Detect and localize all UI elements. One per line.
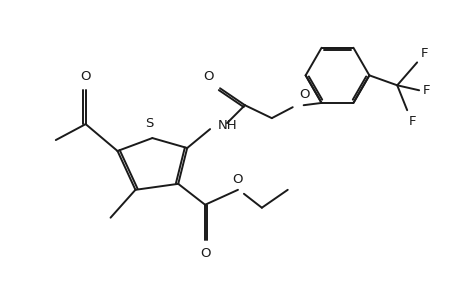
Text: O: O [199,247,210,260]
Text: O: O [203,70,213,83]
Text: NH: NH [218,118,237,132]
Text: O: O [299,88,309,101]
Text: O: O [232,173,243,186]
Text: F: F [420,47,428,60]
Text: F: F [422,84,430,97]
Text: F: F [408,115,416,128]
Text: O: O [80,70,91,83]
Text: S: S [145,117,153,130]
